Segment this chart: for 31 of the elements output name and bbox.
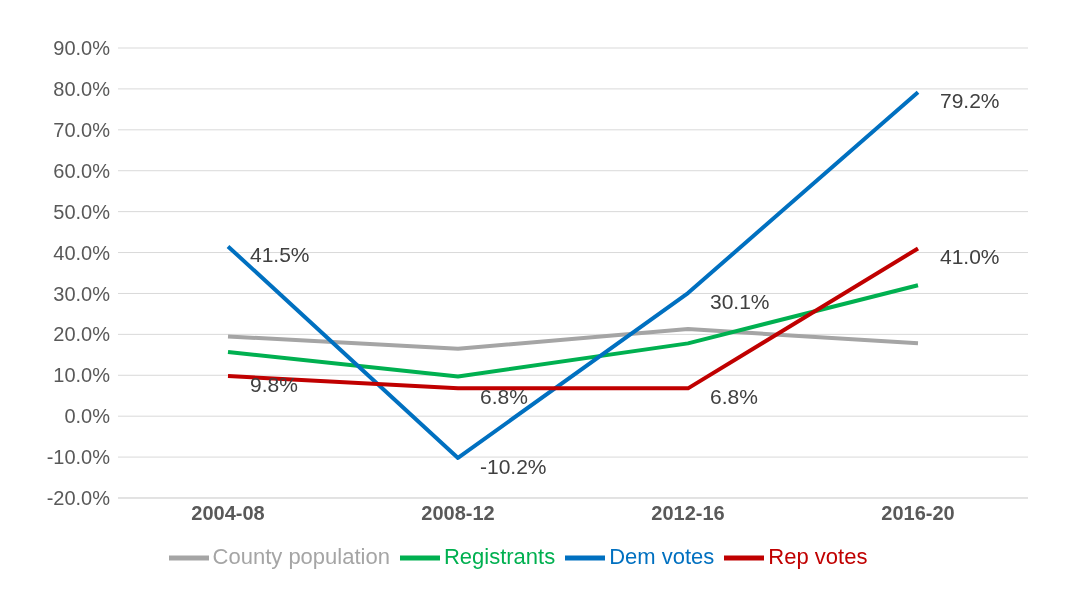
legend-label: Registrants — [443, 543, 556, 569]
data-label: 6.8% — [710, 385, 758, 409]
legend-label: Rep votes — [768, 543, 868, 569]
data-label: 41.0% — [940, 245, 1000, 269]
data-label: 6.8% — [480, 385, 528, 409]
data-label: 9.8% — [250, 373, 298, 397]
x-tick-label: 2012-16 — [651, 502, 725, 525]
y-tick-label: -10.0% — [46, 446, 111, 469]
data-label: 41.5% — [250, 243, 310, 267]
data-label: 79.2% — [940, 89, 1000, 113]
y-tick-label: 70.0% — [53, 118, 111, 141]
data-label: -10.2% — [480, 454, 547, 478]
x-tick-label: 2016-20 — [881, 502, 955, 525]
x-tick-label: 2008-12 — [421, 502, 495, 525]
y-tick-label: 50.0% — [53, 200, 111, 223]
legend-label: Dem votes — [609, 543, 715, 569]
x-tick-label: 2004-08 — [191, 502, 265, 525]
line-series — [226, 90, 920, 460]
y-tick-label: -20.0% — [46, 487, 111, 510]
line-series — [226, 283, 920, 379]
line-series — [226, 327, 920, 351]
y-tick-label: 10.0% — [53, 364, 111, 387]
y-tick-label: 60.0% — [53, 159, 111, 182]
data-label: 30.1% — [710, 290, 770, 314]
y-tick-label: 30.0% — [53, 282, 111, 305]
y-tick-label: 20.0% — [53, 323, 111, 346]
y-tick-label: 80.0% — [53, 78, 111, 101]
legend-label: County population — [212, 543, 390, 569]
y-tick-label: 40.0% — [53, 241, 111, 264]
y-tick-label: 0.0% — [64, 405, 111, 428]
y-tick-label: 90.0% — [53, 37, 111, 60]
